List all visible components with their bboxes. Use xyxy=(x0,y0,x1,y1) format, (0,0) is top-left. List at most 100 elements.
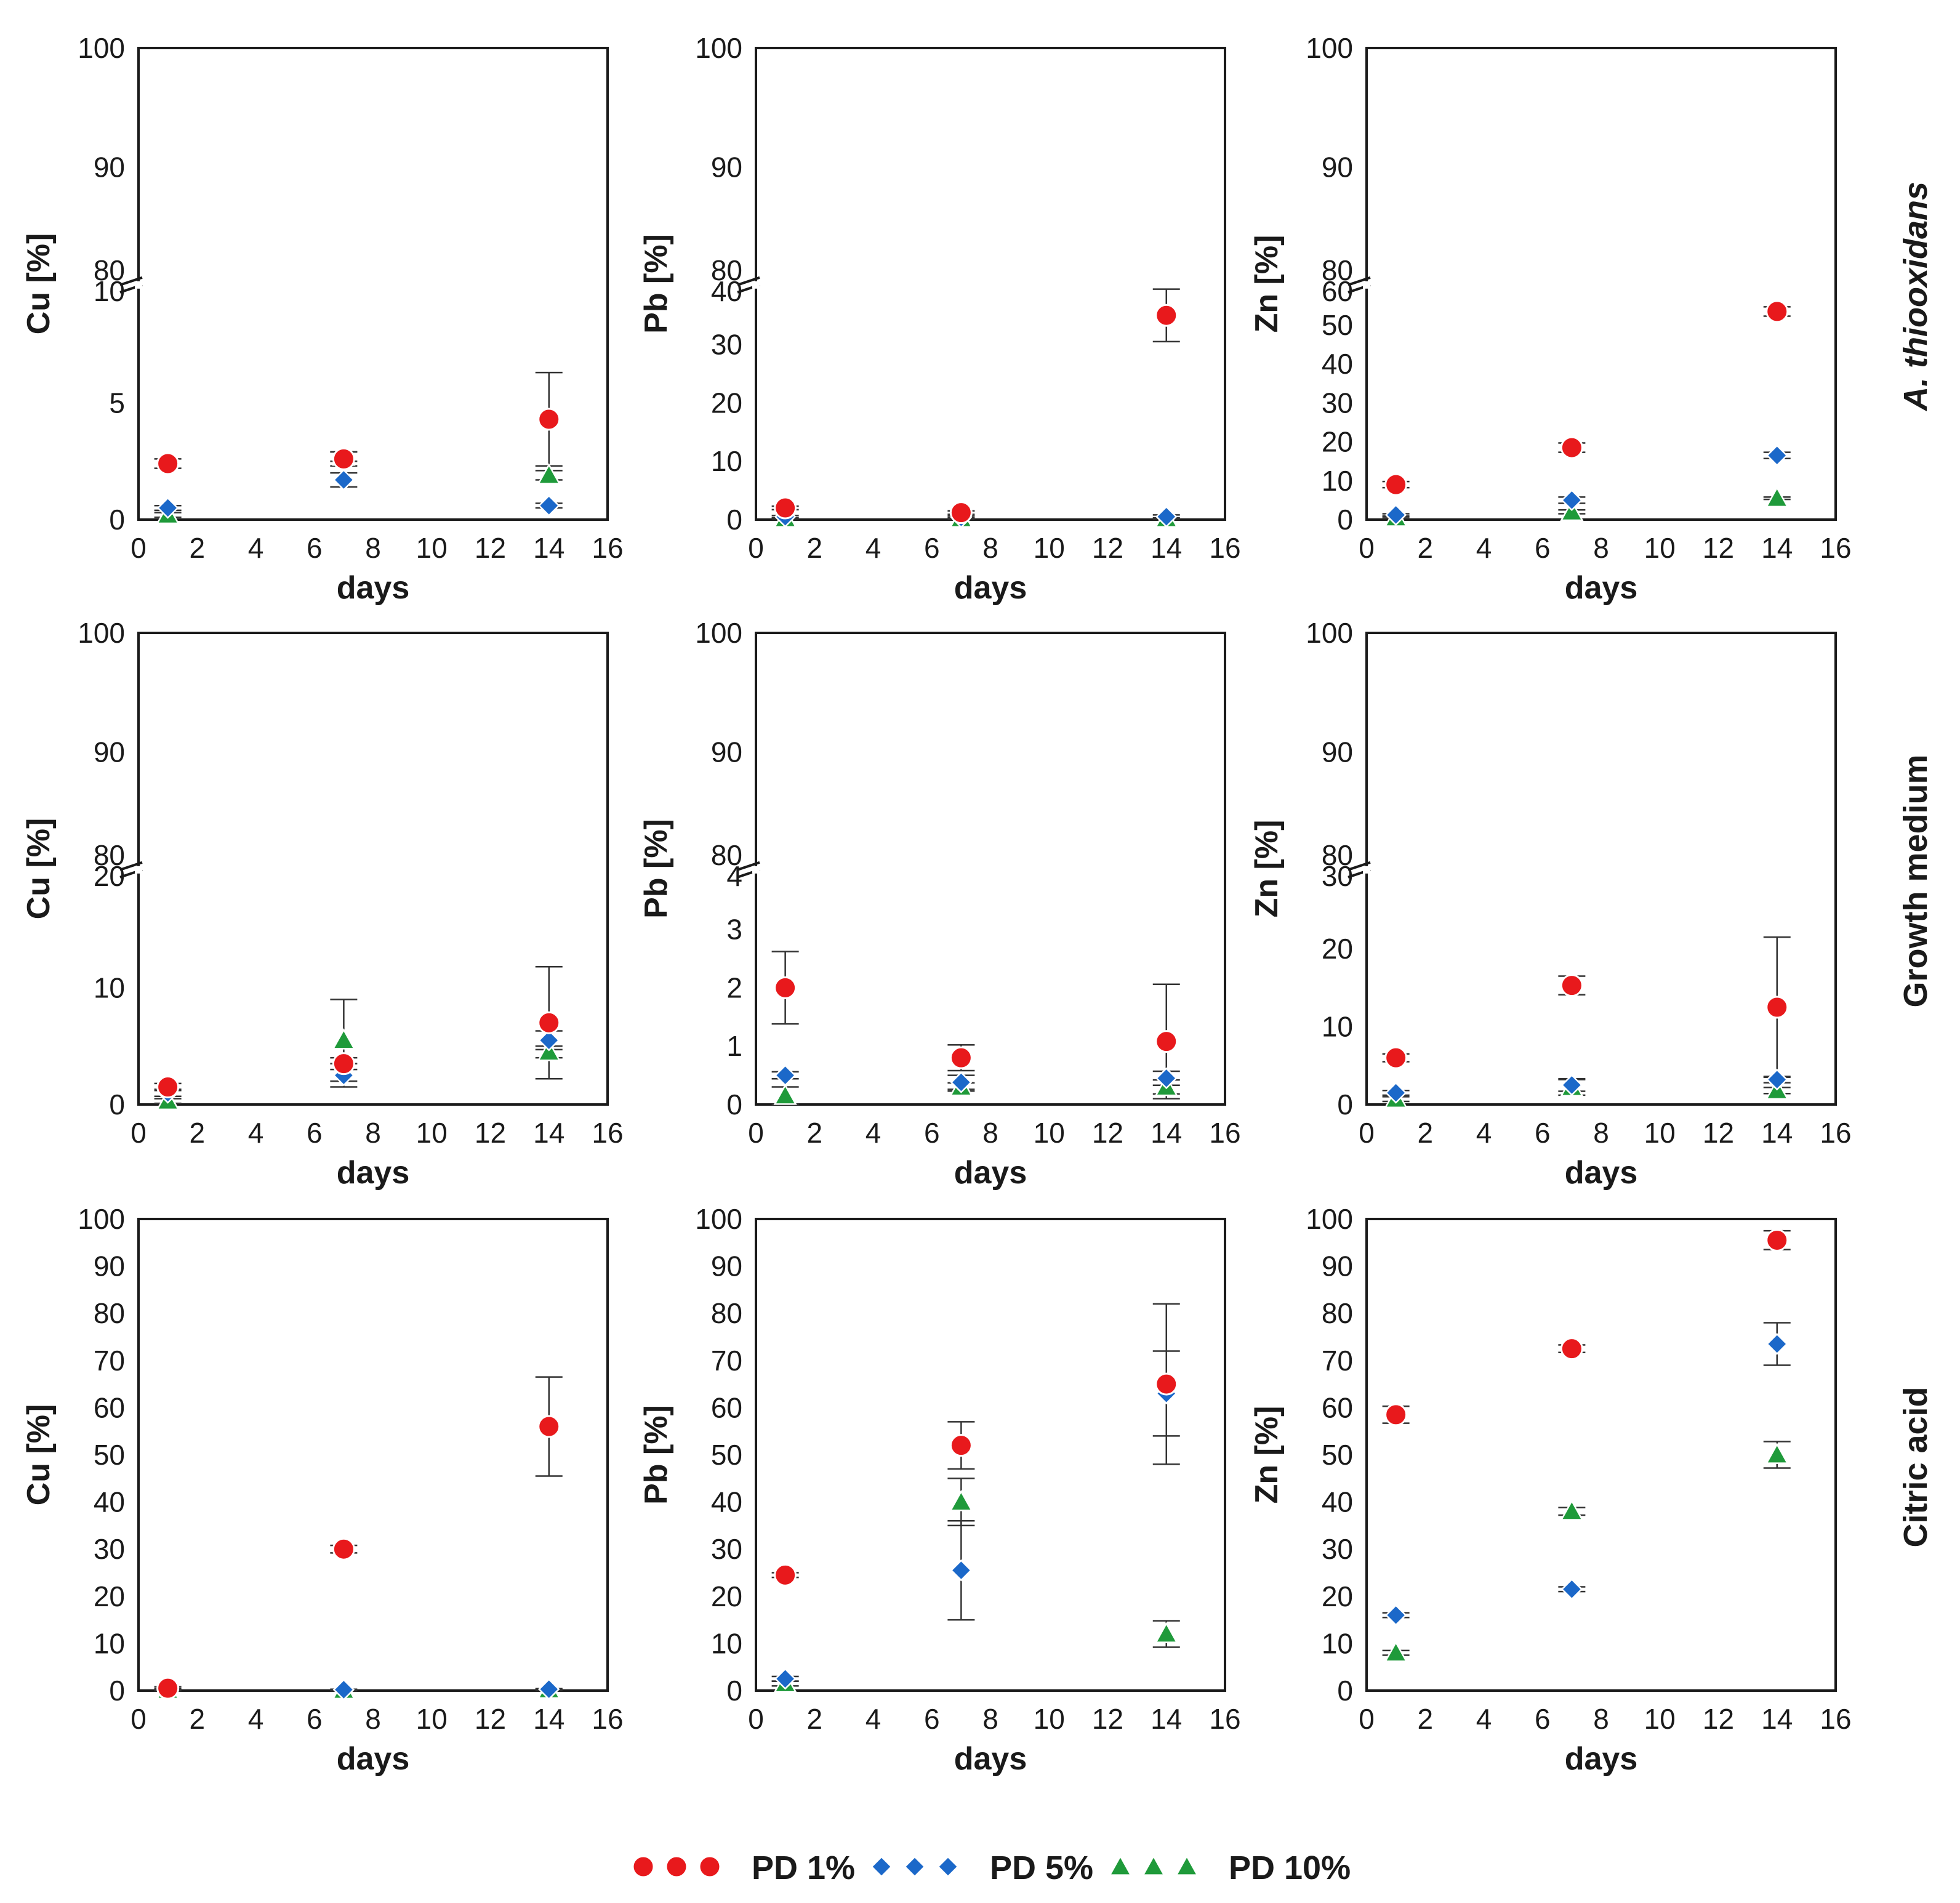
y-tick-label: 100 xyxy=(1306,32,1353,64)
y-tick-label: 40 xyxy=(1322,1486,1353,1518)
x-tick-label: 6 xyxy=(924,532,940,564)
y-tick-label: 20 xyxy=(711,1580,742,1612)
data-point-pd1 xyxy=(774,976,797,999)
x-tick-label: 10 xyxy=(416,1117,448,1149)
y-tick-label: 30 xyxy=(711,1533,742,1565)
y-tick-label: 60 xyxy=(1322,275,1353,307)
x-tick-label: 2 xyxy=(806,532,822,564)
y-tick-label: 10 xyxy=(94,1627,125,1659)
data-point-pd10 xyxy=(1384,1641,1408,1662)
data-point-pd1 xyxy=(156,1076,180,1099)
data-point-pd5 xyxy=(950,1559,973,1582)
y-tick-label: 0 xyxy=(109,504,125,536)
x-tick-label: 14 xyxy=(533,1117,564,1149)
x-tick-label: 12 xyxy=(1092,1703,1123,1735)
data-point-pd1 xyxy=(1384,1046,1408,1069)
axis-break-gap xyxy=(135,866,142,874)
y-tick-label: 100 xyxy=(78,1203,125,1235)
y-axis-label: Cu [%] xyxy=(21,1404,57,1506)
y-tick-label: 60 xyxy=(711,1391,742,1423)
y-tick-label: 30 xyxy=(94,1533,125,1565)
data-point-pd10 xyxy=(537,463,561,485)
y-axis-label: Pb [%] xyxy=(638,819,674,919)
y-tick-label: 90 xyxy=(711,1250,742,1282)
panel-cu-row-1: 0 2 4 6 8 10 12 14 16 days 80 90 100 0 5 10 Cu [%] xyxy=(21,32,624,606)
x-tick-label: 6 xyxy=(307,1703,323,1735)
y-tick-label: 40 xyxy=(711,1486,742,1518)
legend-marker-pd10 xyxy=(1108,1854,1133,1876)
y-tick-label: 90 xyxy=(711,736,742,768)
data-point-pd5 xyxy=(332,1678,355,1701)
y-tick-label: 20 xyxy=(1322,933,1353,965)
y-tick-label: 80 xyxy=(711,254,742,286)
y-tick-label: 0 xyxy=(726,504,742,536)
x-tick-label: 4 xyxy=(1476,1703,1492,1735)
y-tick-label: 100 xyxy=(1306,617,1353,649)
y-tick-label: 100 xyxy=(1306,1203,1353,1235)
data-point-pd5 xyxy=(1384,1082,1407,1104)
data-point-pd10 xyxy=(332,1028,356,1050)
y-tick-label: 10 xyxy=(94,972,125,1004)
data-point-pd1 xyxy=(332,1052,355,1076)
x-tick-label: 0 xyxy=(1359,1117,1375,1149)
legend-marker-pd1 xyxy=(698,1855,721,1878)
plot-frame xyxy=(137,1218,609,1692)
data-point-pd1 xyxy=(1560,974,1583,997)
data-point-pd5 xyxy=(1765,1068,1788,1091)
axis-break-mark xyxy=(737,861,760,871)
x-tick-label: 2 xyxy=(1417,532,1433,564)
x-tick-label: 0 xyxy=(1359,1703,1375,1735)
data-point-pd5 xyxy=(1155,505,1178,528)
axis-break-mark xyxy=(737,276,760,286)
y-tick-label: 40 xyxy=(1322,348,1353,380)
row-label-3: Citric acid xyxy=(1897,1386,1934,1547)
x-tick-label: 12 xyxy=(1703,532,1734,564)
data-point-pd5 xyxy=(950,1071,973,1093)
y-axis-label: Cu [%] xyxy=(21,233,57,335)
legend-marker-pd1 xyxy=(665,1855,688,1878)
y-tick-label: 50 xyxy=(711,1439,742,1471)
x-tick-label: 8 xyxy=(365,1117,381,1149)
data-point-pd5 xyxy=(774,1668,797,1690)
x-tick-label: 10 xyxy=(1644,1703,1676,1735)
x-axis-label: days xyxy=(337,1155,410,1191)
x-tick-label: 4 xyxy=(1476,532,1492,564)
y-tick-label: 1 xyxy=(726,1030,742,1062)
y-tick-label: 30 xyxy=(1322,860,1353,892)
x-tick-label: 0 xyxy=(131,1117,147,1149)
y-tick-label: 20 xyxy=(94,1580,125,1612)
x-tick-label: 4 xyxy=(248,1703,264,1735)
y-tick-label: 100 xyxy=(695,32,742,64)
panel-cu-row-2: 0 2 4 6 8 10 12 14 16 days 80 90 100 0 10 20 Cu [%] xyxy=(21,617,624,1191)
axis-break-mark xyxy=(119,861,143,871)
y-tick-label: 70 xyxy=(1322,1345,1353,1377)
legend-marker-pd5 xyxy=(904,1856,926,1878)
y-axis-label: Cu [%] xyxy=(21,818,57,920)
data-point-pd10 xyxy=(1765,486,1789,508)
y-tick-label: 0 xyxy=(726,1088,742,1120)
data-point-pd1 xyxy=(1155,304,1178,327)
axis-break-gap xyxy=(752,866,760,874)
x-tick-label: 4 xyxy=(1476,1117,1492,1149)
panel-pb-row-1: 0 2 4 6 8 10 12 14 16 days 80 90 100 0 10 20 30 40 Pb [%] xyxy=(638,32,1241,606)
x-tick-label: 4 xyxy=(866,532,882,564)
y-tick-label: 2 xyxy=(726,972,742,1004)
y-tick-label: 70 xyxy=(94,1345,125,1377)
y-tick-label: 20 xyxy=(1322,426,1353,458)
x-axis-label: days xyxy=(954,1155,1027,1191)
x-tick-label: 4 xyxy=(248,532,264,564)
x-tick-label: 0 xyxy=(131,1703,147,1735)
x-tick-label: 6 xyxy=(307,1117,323,1149)
data-point-pd5 xyxy=(156,497,179,519)
x-tick-label: 14 xyxy=(1151,1117,1182,1149)
x-tick-label: 2 xyxy=(189,532,205,564)
y-tick-label: 0 xyxy=(1337,504,1353,536)
x-tick-label: 2 xyxy=(806,1703,822,1735)
x-tick-label: 10 xyxy=(416,1703,448,1735)
legend-marker-pd5 xyxy=(870,1856,893,1878)
y-tick-label: 90 xyxy=(1322,1250,1353,1282)
y-tick-label: 90 xyxy=(711,151,742,183)
legend-marker-pd10 xyxy=(1175,1854,1199,1876)
x-tick-label: 8 xyxy=(982,532,998,564)
x-tick-label: 0 xyxy=(748,1703,764,1735)
